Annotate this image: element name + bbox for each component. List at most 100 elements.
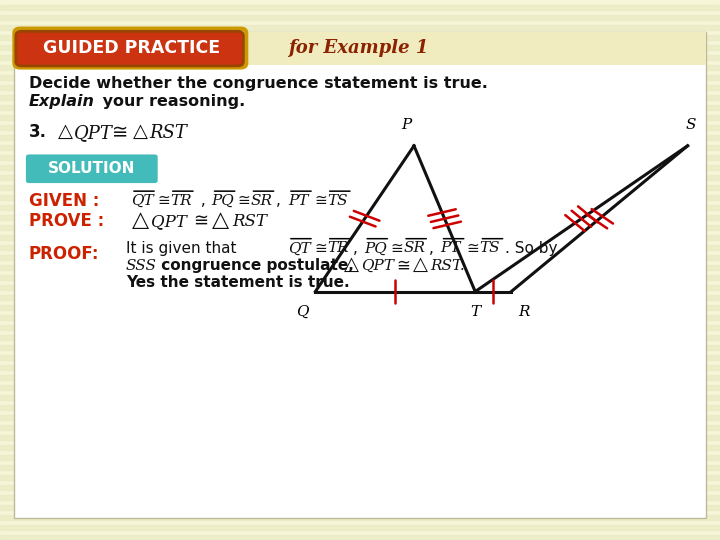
Text: SSS: SSS — [126, 259, 157, 273]
Bar — [0, 225, 720, 230]
Text: ≅: ≅ — [467, 241, 480, 256]
Text: your reasoning.: your reasoning. — [97, 94, 246, 109]
Text: R: R — [518, 305, 530, 319]
Text: ≅: ≅ — [314, 241, 327, 256]
Bar — [0, 365, 720, 370]
Text: RST: RST — [150, 124, 188, 142]
Bar — [0, 415, 720, 420]
Bar — [0, 195, 720, 200]
Text: ≅: ≅ — [157, 193, 170, 208]
Text: Q: Q — [296, 305, 309, 319]
Bar — [0, 15, 720, 20]
Bar — [0, 145, 720, 150]
Text: △: △ — [344, 255, 359, 274]
Text: GIVEN :: GIVEN : — [29, 192, 99, 210]
Bar — [0, 115, 720, 120]
Bar — [0, 525, 720, 530]
Text: △: △ — [58, 122, 73, 141]
Text: Decide whether the congruence statement is true.: Decide whether the congruence statement … — [29, 76, 487, 91]
Text: TS: TS — [480, 241, 500, 255]
Text: TR: TR — [170, 194, 192, 208]
Bar — [0, 25, 720, 30]
Bar — [0, 495, 720, 500]
Bar — [14, 32, 706, 65]
Bar — [0, 315, 720, 320]
Text: PQ: PQ — [364, 241, 387, 255]
Bar — [0, 355, 720, 360]
Text: ≅: ≅ — [193, 213, 208, 231]
Text: PQ: PQ — [212, 194, 235, 208]
Text: Yes the statement is true.: Yes the statement is true. — [126, 275, 350, 291]
Bar — [0, 475, 720, 480]
Bar — [0, 465, 720, 470]
Text: PROVE :: PROVE : — [29, 212, 104, 231]
Text: SR: SR — [251, 194, 273, 208]
Bar — [0, 215, 720, 220]
Bar — [0, 165, 720, 170]
Text: P: P — [402, 118, 412, 132]
Text: for Example 1: for Example 1 — [288, 38, 428, 57]
Text: ≅: ≅ — [112, 123, 128, 143]
Bar — [0, 395, 720, 400]
FancyBboxPatch shape — [16, 31, 243, 66]
Text: SOLUTION: SOLUTION — [48, 161, 135, 176]
Text: GUIDED PRACTICE: GUIDED PRACTICE — [43, 38, 220, 57]
Text: ,: , — [196, 193, 210, 208]
Text: △: △ — [413, 255, 428, 274]
Text: ≅: ≅ — [396, 256, 410, 275]
Text: TR: TR — [327, 241, 348, 255]
Bar — [0, 45, 720, 50]
Bar — [0, 55, 720, 60]
Bar — [0, 105, 720, 110]
Bar — [0, 335, 720, 340]
Text: QT: QT — [131, 194, 153, 208]
Bar — [0, 255, 720, 260]
Text: congruence postulate,: congruence postulate, — [156, 258, 354, 273]
Text: It is given that: It is given that — [126, 241, 241, 256]
Bar — [0, 295, 720, 300]
Bar — [0, 265, 720, 270]
Text: QPT: QPT — [151, 213, 187, 231]
Text: △: △ — [132, 210, 149, 231]
Bar — [0, 375, 720, 380]
Bar — [0, 405, 720, 410]
Text: PT: PT — [288, 194, 308, 208]
Bar — [0, 345, 720, 350]
Text: ,: , — [353, 241, 363, 256]
Text: △: △ — [133, 122, 148, 141]
Bar — [0, 535, 720, 540]
Text: QT: QT — [288, 241, 310, 255]
Text: S: S — [686, 118, 696, 132]
Bar — [0, 135, 720, 140]
Bar — [0, 205, 720, 210]
Bar — [0, 85, 720, 90]
Text: RST: RST — [232, 213, 267, 231]
Text: PT: PT — [441, 241, 461, 255]
Bar — [0, 65, 720, 70]
Bar — [0, 325, 720, 330]
Text: . So by: . So by — [505, 241, 558, 256]
Bar — [0, 235, 720, 240]
Text: QPT: QPT — [361, 259, 395, 273]
Text: 3.: 3. — [29, 123, 47, 141]
Text: RST.: RST. — [430, 259, 464, 273]
Bar — [0, 285, 720, 290]
Bar — [0, 75, 720, 80]
FancyBboxPatch shape — [26, 154, 158, 183]
Bar — [0, 35, 720, 40]
Bar — [0, 305, 720, 310]
Text: QPT: QPT — [74, 124, 113, 142]
Bar — [0, 385, 720, 390]
Bar — [0, 485, 720, 490]
Text: T: T — [470, 305, 480, 319]
Bar — [0, 515, 720, 520]
Bar — [0, 175, 720, 180]
Bar — [0, 245, 720, 250]
Text: Explain: Explain — [29, 94, 94, 109]
Bar — [0, 445, 720, 450]
Text: ≅: ≅ — [314, 193, 327, 208]
Bar — [0, 455, 720, 460]
Text: TS: TS — [327, 194, 348, 208]
Text: △: △ — [212, 210, 230, 231]
Text: PROOF:: PROOF: — [29, 245, 99, 263]
